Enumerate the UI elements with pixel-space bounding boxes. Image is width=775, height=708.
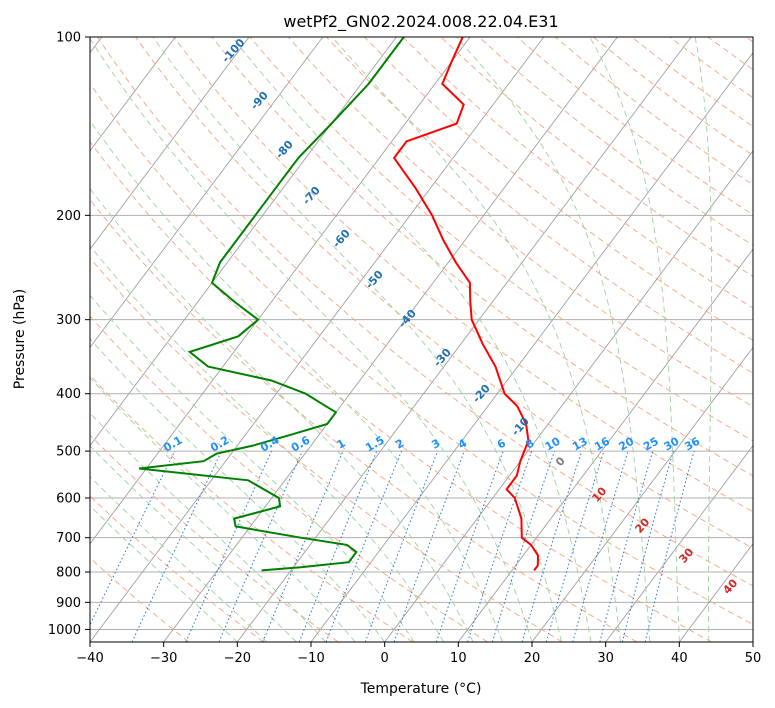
dry-adiabat <box>249 37 753 442</box>
y-tick-label: 500 <box>56 445 81 460</box>
y-tick-label: 1000 <box>48 623 81 638</box>
moist-adiabat <box>90 505 238 642</box>
mixing-ratio-line <box>364 450 439 642</box>
moist-adiabat <box>152 37 562 642</box>
moist-adiabat <box>90 187 474 642</box>
mixing-ratio-line <box>325 450 402 642</box>
y-tick-label: 700 <box>56 531 81 546</box>
x-tick-label: 50 <box>745 651 762 666</box>
y-tick-label: 200 <box>56 209 81 224</box>
axes: −40 −30 −20 −10 0 10 20 30 40 50 100 200 300 400 500 60… <box>48 31 761 667</box>
dry-adiabat <box>364 37 753 341</box>
temperature-profile <box>392 37 540 572</box>
series-layer <box>138 37 540 572</box>
dewpoint-profile <box>138 37 405 572</box>
moist-adiabat <box>331 37 621 642</box>
dry-adiabat <box>211 37 753 477</box>
dry-adiabat <box>135 37 753 549</box>
background-lines <box>90 37 753 642</box>
x-tick-label: 40 <box>671 651 688 666</box>
moist-adiabat <box>90 120 503 642</box>
dry-adiabat <box>402 37 753 309</box>
y-axis-title: Pressure (hPa) <box>12 289 28 389</box>
isotherm <box>90 37 545 642</box>
y-tick-label: 800 <box>56 566 81 581</box>
mixing-ratio-line <box>491 450 555 642</box>
isotherm <box>90 37 471 545</box>
dry-adiabat <box>90 374 414 642</box>
mixing-ratio-line <box>185 450 272 642</box>
moist-adiabat <box>90 294 415 642</box>
dry-adiabat <box>90 198 638 642</box>
moist-adiabat <box>694 37 713 642</box>
dry-adiabat <box>90 83 753 625</box>
isotherm <box>310 51 753 642</box>
y-tick-label: 900 <box>56 596 81 611</box>
mixing-ratio-line <box>521 450 583 642</box>
moist-adiabat <box>90 445 297 642</box>
mixing-ratio-line <box>393 450 465 642</box>
moist-adiabat <box>90 475 268 642</box>
mixing-ratio-line <box>467 450 533 642</box>
y-tick-label: 100 <box>56 31 81 46</box>
isotherm <box>531 346 753 642</box>
moist-adiabat <box>90 37 533 642</box>
isotherm <box>457 248 753 642</box>
moist-adiabat <box>231 37 592 642</box>
x-tick-label: 20 <box>524 651 541 666</box>
dry-adiabat <box>90 257 563 642</box>
x-tick-label: −40 <box>76 651 103 666</box>
isotherm <box>163 37 618 642</box>
moist-adiabat <box>589 37 680 642</box>
chart-title: wetPf2_GN02.2024.008.22.04.E31 <box>283 12 558 32</box>
y-tick-label: 300 <box>56 313 81 328</box>
x-tick-label: −20 <box>224 651 251 666</box>
mixing-ratio-line <box>644 450 695 642</box>
mixing-ratio-line <box>572 450 629 642</box>
isotherm <box>90 37 397 447</box>
moist-adiabat <box>456 37 651 642</box>
moist-adiabat <box>90 338 386 642</box>
mixing-ratio-line <box>435 450 504 642</box>
isotherm <box>605 444 753 642</box>
mixing-ratio-line <box>545 450 605 642</box>
mixing-ratio-line <box>262 450 344 642</box>
dry-adiabat <box>97 37 753 587</box>
dry-adiabat <box>90 141 712 642</box>
y-tick-label: 400 <box>56 387 81 402</box>
x-tick-label: 0 <box>381 651 389 666</box>
moist-adiabat <box>90 412 327 642</box>
x-axis-title: Temperature (°C) <box>360 681 482 697</box>
x-tick-label: 10 <box>450 651 467 666</box>
y-tick-label: 600 <box>56 492 81 507</box>
isotherm <box>90 37 324 349</box>
plot-frame <box>89 36 754 643</box>
mixing-ratio-line <box>90 450 176 626</box>
x-tick-label: −10 <box>297 651 324 666</box>
x-tick-label: −30 <box>150 651 177 666</box>
isotherm <box>384 150 753 642</box>
mixing-ratio-line <box>218 450 303 642</box>
mixing-ratio-line <box>621 450 674 642</box>
dry-adiabat <box>173 37 753 513</box>
isotherm <box>90 37 176 152</box>
isotherm <box>90 37 250 250</box>
mixing-ratio-line <box>599 450 654 642</box>
x-tick-label: 30 <box>597 651 614 666</box>
isotherm <box>236 37 692 642</box>
